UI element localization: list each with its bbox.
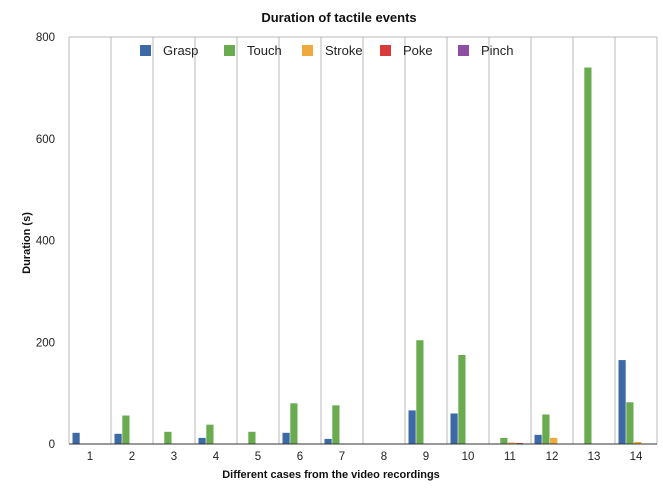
bar-grasp-12 [534,434,542,444]
legend-label-grasp: Grasp [163,43,198,58]
bar-grasp-4 [198,437,206,444]
legend-label-pinch: Pinch [481,43,514,58]
y-tick-label: 600 [36,134,55,146]
bar-grasp-7 [324,438,332,444]
x-tick-label: 8 [381,451,387,463]
bar-stroke-12 [550,437,558,444]
x-tick-label: 11 [504,451,516,463]
bar-poke-11 [515,442,524,444]
x-tick-label: 7 [339,451,345,463]
legend-swatch-grasp [140,45,151,56]
bar-touch-7 [332,405,340,444]
y-tick-label: 200 [36,337,55,349]
bar-touch-9 [416,340,424,444]
bar-grasp-9 [408,410,416,444]
bar-touch-6 [290,403,298,444]
bar-grasp-1 [72,432,80,444]
bars-group [72,67,642,445]
bar-stroke-14 [634,441,642,444]
x-tick-label: 10 [462,451,475,463]
legend-label-touch: Touch [247,43,282,58]
legend-swatch-stroke [302,45,313,56]
legend-label-poke: Poke [403,43,433,58]
bar-stroke-11 [508,442,516,444]
bar-grasp-14 [618,360,626,444]
bar-touch-5 [248,431,256,444]
bar-touch-13 [584,67,592,445]
legend-label-stroke: Stroke [325,43,363,58]
bar-touch-2 [122,415,130,444]
x-axis-label: Different cases from the video recording… [222,469,440,481]
y-axis-label: Duration (s) [21,212,33,274]
bar-touch-10 [458,354,466,444]
legend: Grasp Touch Stroke Poke Pinch [140,43,514,58]
y-tick-label: 0 [49,439,55,451]
bar-touch-3 [164,431,172,444]
x-tick-label: 2 [129,451,135,463]
x-tick-label: 6 [297,451,303,463]
x-tick-label: 5 [255,451,261,463]
legend-swatch-poke [380,45,391,56]
x-tick-label: 4 [213,451,220,463]
x-tick-label: 1 [87,451,93,463]
bar-touch-11 [500,437,508,444]
y-tick-label: 800 [36,32,55,44]
bar-touch-4 [206,424,214,444]
grid-lines [68,36,658,444]
bar-touch-14 [626,402,634,444]
legend-swatch-pinch [458,45,469,56]
bar-touch-12 [542,414,550,444]
bar-grasp-6 [282,432,290,444]
chart-title: Duration of tactile events [261,10,416,25]
x-tick-label: 14 [630,451,643,463]
x-tick-label: 3 [171,451,177,463]
y-tick-label: 400 [36,236,55,248]
bar-grasp-2 [114,433,122,444]
x-tick-label: 12 [546,451,559,463]
legend-swatch-touch [224,45,235,56]
x-tick-label: 13 [588,451,601,463]
x-tick-label: 9 [423,451,429,463]
bar-grasp-10 [450,413,458,444]
